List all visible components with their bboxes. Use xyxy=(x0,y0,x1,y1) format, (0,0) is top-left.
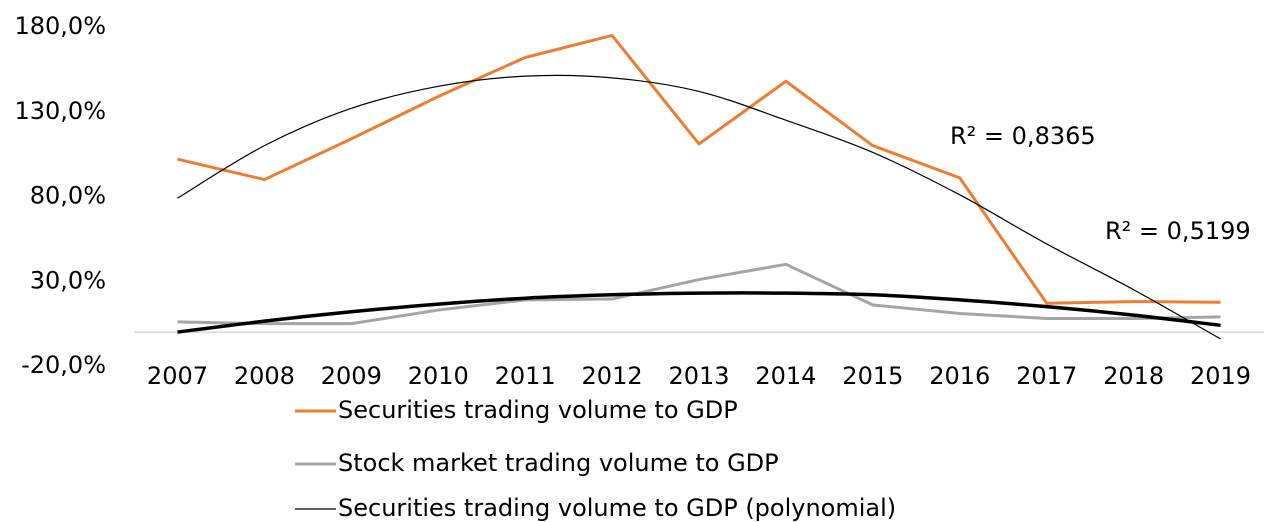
r-squared-annotation: R² = 0,8365 xyxy=(950,122,1096,150)
legend-label: Securities trading volume to GDP (polyno… xyxy=(338,494,896,522)
x-tick-label: 2013 xyxy=(668,362,729,390)
y-tick-label: 180,0% xyxy=(14,12,106,40)
x-tick-label: 2011 xyxy=(495,362,556,390)
x-tick-label: 2009 xyxy=(321,362,382,390)
legend-label: Securities trading volume to GDP xyxy=(338,396,738,424)
x-tick-label: 2010 xyxy=(408,362,469,390)
x-tick-label: 2018 xyxy=(1103,362,1164,390)
series-line xyxy=(177,262,1221,326)
x-tick-label: 2019 xyxy=(1190,362,1251,390)
x-tick-label: 2015 xyxy=(842,362,903,390)
y-tick-label: 80,0% xyxy=(30,182,106,210)
series-line xyxy=(177,33,1221,305)
trendline xyxy=(177,74,1221,340)
y-tick-label: 30,0% xyxy=(30,266,106,294)
legend-label: Stock market trading volume to GDP xyxy=(338,449,779,477)
y-tick-label: 130,0% xyxy=(14,97,106,125)
series-layer: Securities trading volume to GDP Stock ma… xyxy=(177,33,1221,522)
x-tick-label: 2014 xyxy=(755,362,816,390)
trendline xyxy=(177,291,1221,334)
x-tick-label: 2007 xyxy=(147,362,208,390)
x-tick-label: 2017 xyxy=(1016,362,1077,390)
x-tick-label: 2016 xyxy=(929,362,990,390)
y-tick-label: -20,0% xyxy=(21,351,106,379)
x-tick-label: 2012 xyxy=(582,362,643,390)
r-squared-annotation: R² = 0,5199 xyxy=(1105,217,1251,245)
x-tick-label: 2008 xyxy=(234,362,295,390)
